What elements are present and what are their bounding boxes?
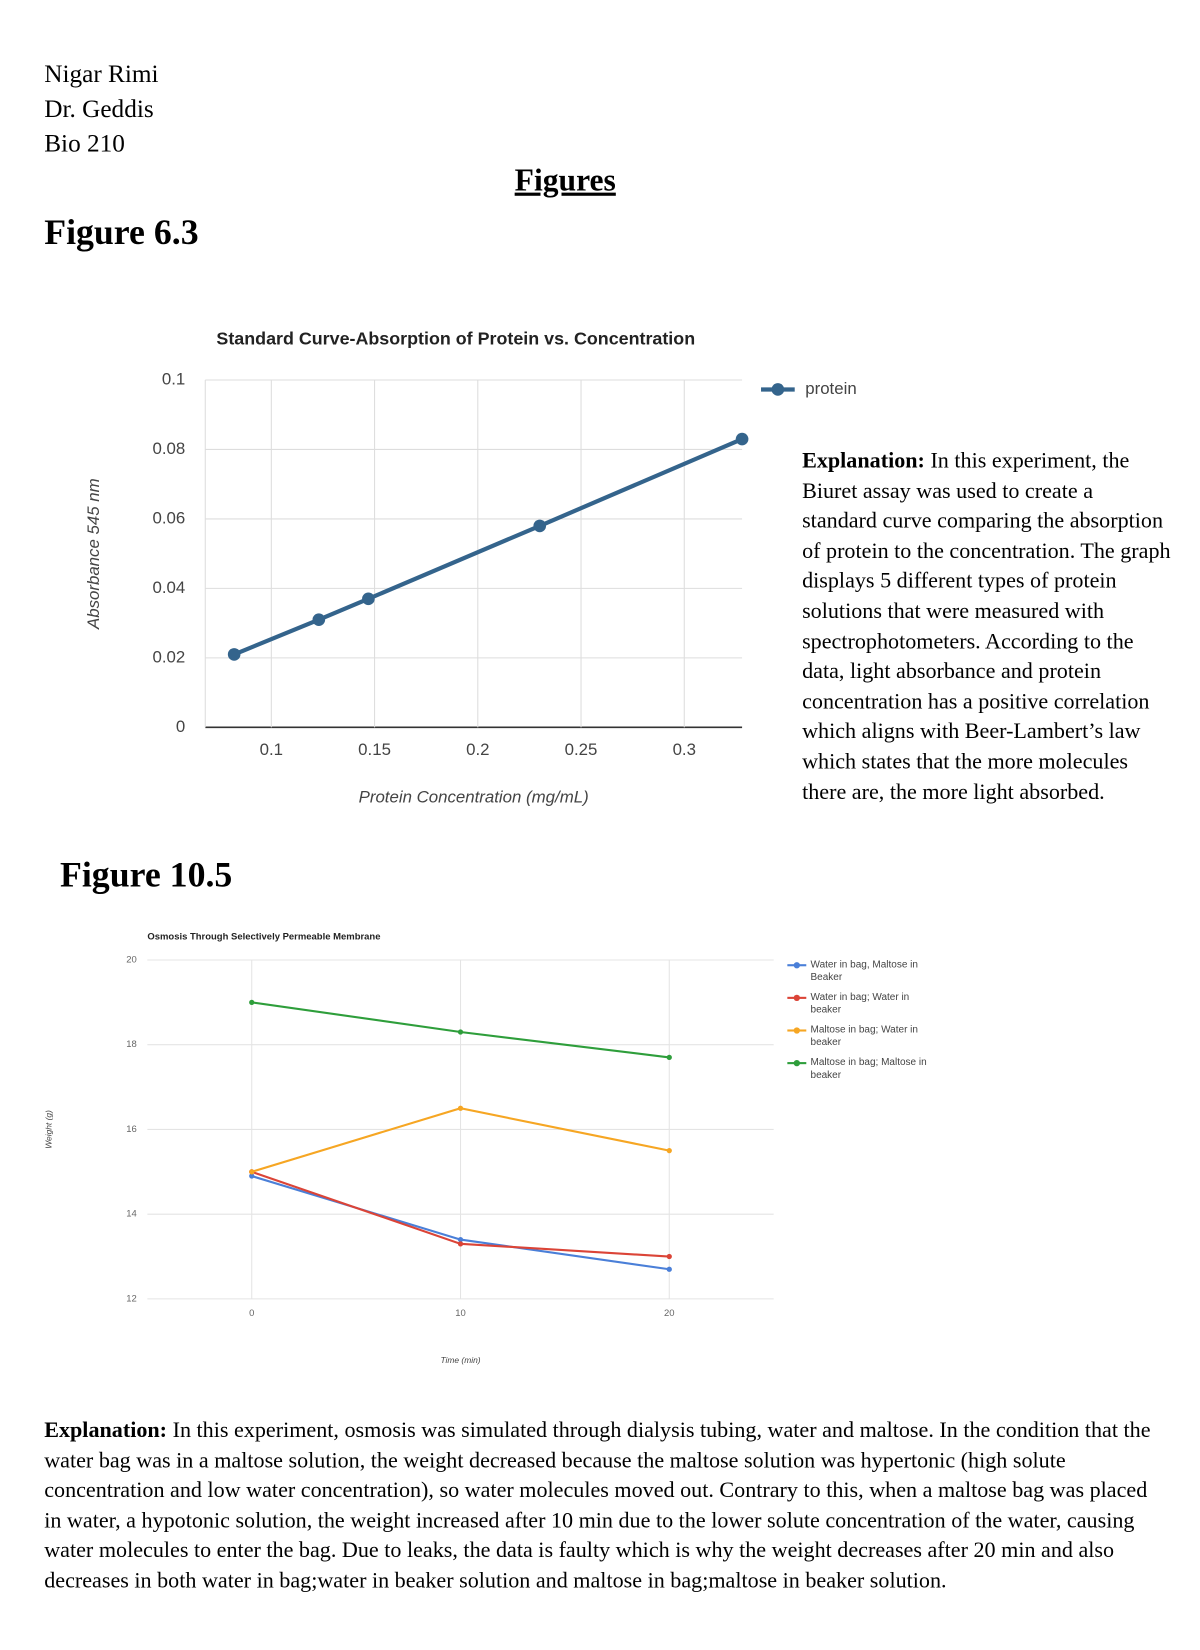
data-point xyxy=(362,592,375,606)
legend-label: Maltose in bag; Maltose in beaker xyxy=(810,1056,927,1082)
figure-label: Figure 10.5 xyxy=(59,855,233,895)
legend-swatch xyxy=(787,962,807,969)
data-point xyxy=(666,1253,672,1260)
figure-label: Figure 6.3 xyxy=(44,213,199,253)
x-axis-label: Protein Concentration (mg/mL) xyxy=(359,787,589,806)
data-point xyxy=(249,1173,255,1179)
y-axis-label: Weight (g) xyxy=(44,1110,54,1149)
legend-swatch xyxy=(787,1059,807,1067)
y-tick-label: 0.1 xyxy=(162,369,185,388)
y-axis-label: Absorbance 545 nm xyxy=(84,478,103,630)
legend-swatch xyxy=(787,1027,807,1034)
data-point xyxy=(735,432,749,446)
y-tick-label: 0.02 xyxy=(152,647,185,666)
chart-title: Osmosis Through Selectively Permeable Me… xyxy=(147,931,380,942)
x-tick-label: 0.15 xyxy=(358,740,391,759)
x-axis-label: Time (min) xyxy=(440,1355,480,1365)
legend-label: protein xyxy=(805,379,856,398)
y-tick-label: 12 xyxy=(126,1293,137,1304)
x-tick-label: 0.2 xyxy=(466,740,489,759)
legend-entry: Water in bag; Water in beaker xyxy=(787,992,934,1017)
legend-entry: Water in bag, Maltose in Beaker xyxy=(787,959,934,984)
explanation-text: In this experiment, the Biuret assay was… xyxy=(802,447,1171,804)
y-tick-label: 0.06 xyxy=(152,508,185,527)
page-title: Figures xyxy=(514,163,616,198)
chart-title: Standard Curve-Absorption of Protein vs.… xyxy=(216,329,695,349)
x-tick-label: 20 xyxy=(664,1308,675,1319)
legend-swatch xyxy=(787,994,807,1002)
legend-marker xyxy=(771,383,785,396)
y-tick-label: 16 xyxy=(126,1124,137,1135)
data-point xyxy=(249,1169,255,1175)
y-tick-label: 20 xyxy=(126,954,137,965)
explanation-text: In this experiment, osmosis was simulate… xyxy=(44,1416,1151,1593)
data-point xyxy=(533,519,547,533)
x-tick-label: 0.3 xyxy=(673,740,696,759)
explanation: Explanation: In this experiment, the Biu… xyxy=(802,445,1173,806)
author: Nigar Rimi xyxy=(44,61,159,89)
course: Bio 210 xyxy=(44,130,125,158)
explanation-label: Explanation: xyxy=(44,1416,168,1443)
data-point xyxy=(457,1029,464,1035)
data-point xyxy=(457,1236,464,1243)
instructor: Dr. Geddis xyxy=(44,95,154,124)
legend-label: Maltose in bag; Water in beaker xyxy=(810,1024,918,1049)
y-tick-label: 18 xyxy=(126,1039,137,1050)
data-point xyxy=(666,1266,672,1272)
legend-entry: Maltose in bag; Water in beaker xyxy=(787,1024,934,1049)
x-tick-label: 0.25 xyxy=(565,740,598,759)
legend-entry: Maltose in bag; Maltose in beaker xyxy=(787,1057,934,1082)
y-tick-label: 14 xyxy=(126,1209,137,1220)
data-point xyxy=(227,648,241,661)
y-tick-label: 0 xyxy=(176,717,185,736)
data-point xyxy=(249,999,255,1005)
y-tick-label: 0.08 xyxy=(152,439,185,458)
data-point xyxy=(666,1054,672,1061)
explanation: Explanation: In this experiment, osmosis… xyxy=(44,1415,1162,1596)
series-line xyxy=(233,437,743,657)
data-point xyxy=(312,613,326,626)
x-tick-label: 10 xyxy=(455,1308,466,1319)
legend-label: Water in bag; Water in beaker xyxy=(810,991,910,1016)
data-point xyxy=(457,1105,464,1111)
x-tick-label: 0.1 xyxy=(260,740,283,759)
data-point xyxy=(457,1241,464,1247)
explanation-label: Explanation: xyxy=(802,447,925,473)
legend-label: Water in bag, Maltose in Beaker xyxy=(810,958,918,984)
data-point xyxy=(666,1147,672,1154)
x-tick-label: 0 xyxy=(249,1308,254,1319)
y-tick-label: 0.04 xyxy=(152,578,185,597)
